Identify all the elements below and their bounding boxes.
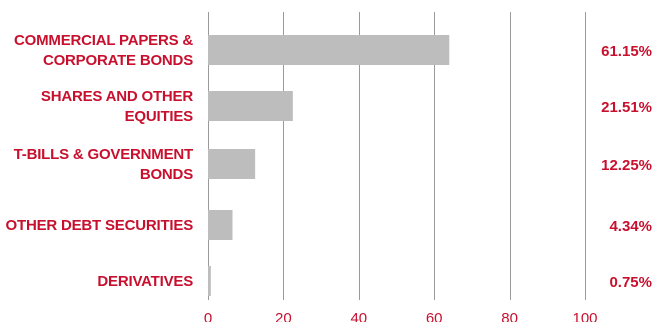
category-label-1-0: SHARES AND OTHER	[41, 88, 193, 105]
category-label-1-1: EQUITIES	[125, 108, 194, 125]
bar-1	[208, 91, 293, 121]
x-tick-label-80: 80	[501, 310, 518, 322]
value-label-3: 4.34%	[609, 218, 652, 235]
value-label-0: 61.15%	[601, 43, 652, 60]
bar-0	[208, 35, 450, 65]
bar-3	[208, 210, 233, 240]
x-tick-label-20: 20	[275, 310, 292, 322]
x-tick-label-40: 40	[350, 310, 367, 322]
category-label-4-0: DERIVATIVES	[97, 273, 193, 290]
category-labels: COMMERCIAL PAPERS & CORPORATE BONDS SHARES…	[6, 32, 194, 290]
value-labels: 61.15% 21.51% 12.25% 4.34% 0.75%	[601, 43, 652, 291]
category-label-2-0: T-BILLS & GOVERNMENT	[14, 146, 193, 163]
category-label-0-0: COMMERCIAL PAPERS &	[14, 32, 193, 49]
category-label-0-1: CORPORATE BONDS	[43, 52, 193, 69]
x-tick-label-0: 0	[204, 310, 212, 322]
x-tick-labels: 0 20 40 60 80 100	[204, 310, 598, 322]
value-label-1: 21.51%	[601, 99, 652, 116]
bars	[208, 35, 450, 296]
value-label-4: 0.75%	[609, 274, 652, 291]
category-label-3-0: OTHER DEBT SECURITIES	[6, 217, 194, 234]
value-label-2: 12.25%	[601, 157, 652, 174]
x-tick-label-60: 60	[426, 310, 443, 322]
category-label-2-1: BONDS	[140, 166, 193, 183]
bar-2	[208, 149, 256, 179]
x-tick-label-100: 100	[572, 310, 597, 322]
bar-4	[208, 266, 211, 296]
